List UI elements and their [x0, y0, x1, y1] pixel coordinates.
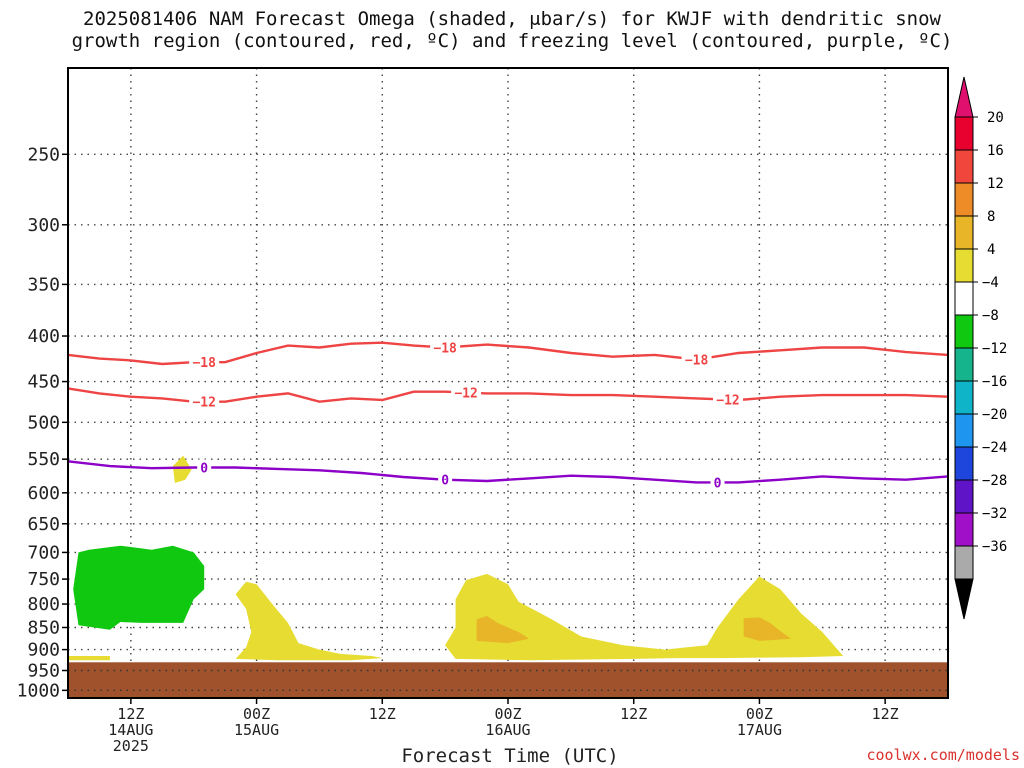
colorbar-label-7: −12 [982, 341, 1007, 357]
contour-label-bg [189, 393, 220, 410]
colorbar-label-4: 4 [987, 242, 995, 258]
colorbar-box-1 [954, 149, 974, 184]
y-tick-label-400: 400 [27, 326, 60, 347]
colorbar-label-0: 20 [987, 110, 1004, 126]
colorbar-box-2 [954, 182, 974, 217]
colorbar-box-13 [954, 545, 974, 580]
colorbar-box-12 [954, 512, 974, 547]
omega-region-6 [743, 617, 791, 641]
x-tick-label-42-1: 16AUG [485, 721, 530, 739]
y-tick-label-850: 850 [27, 617, 60, 638]
colorbar-box-10 [954, 446, 974, 481]
contour-label-1-0: −12 [192, 396, 215, 411]
contour-label-bg [438, 471, 453, 488]
omega-shaded-regions [68, 455, 844, 661]
colorbar-box-9 [954, 413, 974, 448]
omega-region-0 [73, 545, 205, 630]
x-tick-label-18-1: 15AUG [234, 721, 279, 739]
colorbar-label-11: −28 [982, 473, 1007, 489]
colorbar-box-7 [954, 347, 974, 382]
contour-label-2-0: 0 [200, 462, 208, 477]
contour-label-0-2: −18 [685, 353, 709, 368]
chart-title: 2025081406 NAM Forecast Omega (shaded, μ… [71, 8, 953, 52]
x-tick-label-6-2: 2025 [113, 737, 149, 755]
colorbar-label-12: −32 [982, 506, 1007, 522]
contour-label-bg [713, 391, 743, 408]
x-tick-label-30-0: 12Z [369, 705, 396, 723]
colorbar-label-13: −36 [982, 539, 1007, 555]
y-tick-label-550: 550 [27, 449, 60, 470]
y-tick-label-350: 350 [27, 274, 60, 295]
contour-label-0-1: −18 [433, 341, 457, 356]
y-tick-label-300: 300 [27, 215, 60, 236]
colorbar-label-1: 16 [987, 143, 1004, 159]
credit-link[interactable]: coolwx.com/models [866, 746, 1020, 764]
omega-region-1 [172, 455, 192, 483]
omega-region-2 [235, 581, 383, 661]
colorbar-label-5: −4 [982, 275, 999, 291]
y-tick-label-250: 250 [27, 144, 60, 165]
y-tick-label-800: 800 [27, 594, 60, 615]
y-tick-label-650: 650 [27, 514, 60, 535]
ground-below-surface [68, 662, 948, 698]
x-tick-label-42-0: 00Z [494, 705, 521, 723]
y-tick-label-600: 600 [27, 483, 60, 504]
x-tick-label-6-0: 12Z [117, 705, 144, 723]
omega-colorbar: 20 16 12 8 4 −4 −8 −12 −16 −20 −24 −28 −32 −36 [954, 76, 1007, 620]
colorbar-box-4 [954, 248, 974, 283]
colorbar-box-8 [954, 380, 974, 415]
x-tick-label-66-0: 00Z [746, 705, 773, 723]
x-tick-label-66-1: 17AUG [737, 721, 782, 739]
contour-label-bg [451, 384, 482, 401]
contour-label-0-0: −18 [192, 356, 216, 371]
colorbar-box-6 [954, 314, 974, 349]
colorbar-label-3: 8 [987, 209, 995, 225]
colorbar-label-10: −24 [982, 440, 1007, 456]
colorbar-label-8: −16 [982, 374, 1007, 390]
colorbar-bottom-arrow [954, 578, 974, 620]
contour-label-1-2: −12 [716, 394, 739, 409]
grid-lines [68, 68, 948, 698]
colorbar-box-3 [954, 215, 974, 250]
omega-region-4 [68, 656, 110, 661]
y-tick-label-1000: 1000 [17, 680, 60, 701]
colorbar-box-5 [954, 281, 974, 316]
y-axis: 2503003504004505005506006507007508008509… [17, 144, 68, 701]
y-tick-label-450: 450 [27, 372, 60, 393]
contour-label-2-2: 0 [714, 476, 722, 491]
y-tick-label-750: 750 [27, 569, 60, 590]
colorbar-box-11 [954, 479, 974, 514]
colorbar-box-0 [954, 116, 974, 151]
contour-label-bg [681, 351, 712, 368]
y-tick-label-700: 700 [27, 542, 60, 563]
contour-label-bg [430, 339, 461, 356]
y-tick-label-900: 900 [27, 640, 60, 661]
x-tick-label-18-0: 00Z [243, 705, 270, 723]
x-axis-title: Forecast Time (UTC) [401, 745, 619, 767]
omega-region-3 [445, 573, 844, 661]
contour-label-bg [710, 474, 725, 491]
colorbar-label-9: −20 [982, 407, 1007, 423]
x-tick-label-54-0: 12Z [620, 705, 647, 723]
contour-label-bg [197, 459, 212, 476]
temperature-contours: −18 −18 −18 −12 −12 −12 0 0 0 [67, 339, 949, 491]
colorbar-top-arrow [954, 76, 974, 118]
omega-region-5 [476, 616, 529, 644]
y-tick-label-950: 950 [27, 661, 60, 682]
colorbar-label-2: 12 [987, 176, 1004, 192]
contour-label-bg [189, 354, 220, 371]
colorbar-label-6: −8 [982, 308, 999, 324]
x-tick-label-78-0: 12Z [872, 705, 899, 723]
contour-label-1-1: −12 [454, 387, 477, 402]
contour-label-2-1: 0 [441, 474, 449, 489]
x-tick-label-6-1: 14AUG [108, 721, 153, 739]
contour-line-2 [67, 460, 949, 484]
y-tick-label-500: 500 [27, 412, 60, 433]
